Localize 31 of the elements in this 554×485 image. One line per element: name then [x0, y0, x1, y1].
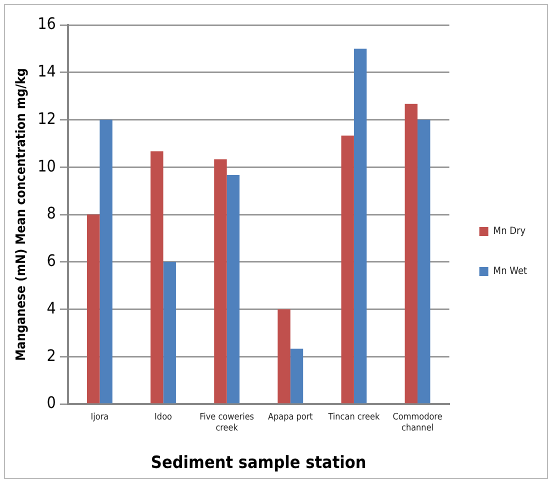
bar	[86, 214, 100, 404]
bar	[163, 262, 176, 404]
bar	[341, 136, 354, 404]
bar	[418, 120, 430, 404]
legend-label: Mn Wet	[493, 266, 528, 278]
y-axis-title: Manganese (mN) Mean concentration mg/kg	[14, 68, 30, 361]
x-axis-title: Sediment sample station	[150, 453, 366, 474]
y-tick-label: 14	[38, 62, 56, 81]
y-tick-label: 2	[46, 346, 56, 365]
y-tick-label: 8	[46, 204, 56, 223]
y-tick-label: 4	[46, 298, 56, 318]
bar	[214, 159, 227, 404]
bar	[354, 48, 367, 404]
x-tick-label: Five coweries creek	[200, 412, 254, 434]
x-tick-label: Commodore channel	[392, 412, 442, 434]
bar	[100, 120, 112, 404]
x-tick-label: Apapa port	[268, 412, 313, 423]
y-tick-label: 16	[38, 14, 56, 34]
x-tick-label: Ijora	[90, 412, 109, 423]
bar	[278, 309, 290, 404]
bar	[290, 348, 304, 404]
bar	[150, 151, 164, 404]
y-tick-label: 6	[46, 251, 56, 270]
bar	[226, 174, 240, 404]
x-tick-label: Idoo	[154, 412, 172, 423]
bar	[404, 104, 418, 404]
y-tick-label: 10	[38, 156, 56, 176]
legend-label: Mn Dry	[493, 226, 526, 238]
y-tick-label: 12	[38, 108, 56, 128]
x-tick-label: Tincan creek	[327, 412, 380, 423]
y-tick-label: 0	[46, 393, 56, 412]
